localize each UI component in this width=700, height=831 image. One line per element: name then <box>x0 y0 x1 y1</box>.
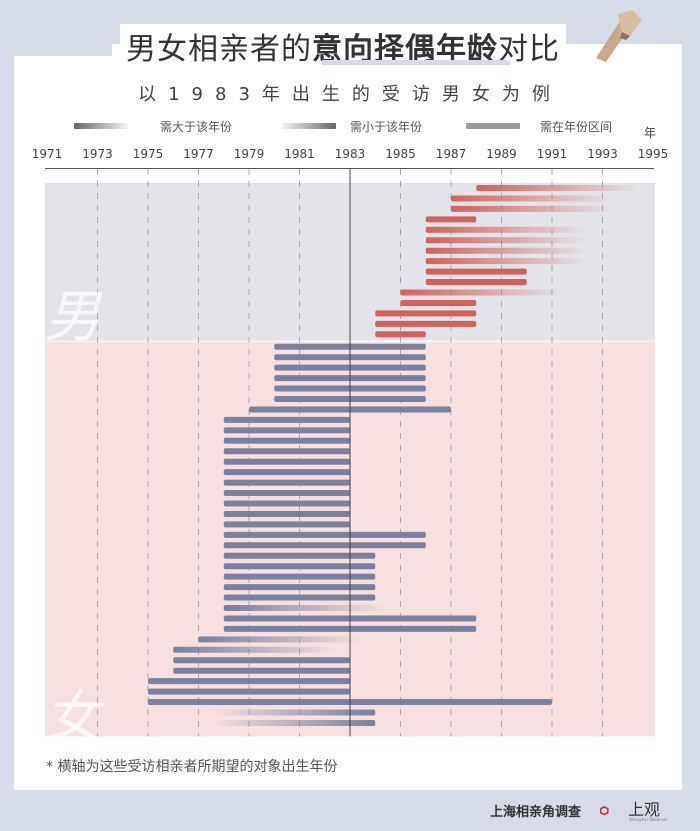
footnote: * 横轴为这些受访相亲者所期望的对象出生年份 <box>46 759 338 775</box>
female-bar <box>223 448 350 455</box>
male-bar <box>425 258 590 265</box>
female-bar <box>223 573 376 580</box>
female-bar <box>148 678 350 685</box>
legend-swatch-greater <box>74 123 128 129</box>
x-tick-label: 1979 <box>233 147 265 161</box>
x-tick-label: 1983 <box>334 147 366 161</box>
axis-unit-label: 年 <box>644 126 657 140</box>
x-tick-label: 1995 <box>637 147 669 161</box>
legend-swatch-range <box>466 123 520 129</box>
legend-label-greater: 需大于该年份 <box>160 120 233 134</box>
x-tick-label: 1973 <box>82 147 113 161</box>
title-decoration-bar <box>14 44 112 56</box>
x-tick-label: 1993 <box>587 147 618 161</box>
logo-subtext: Shanghai Observer <box>629 817 668 822</box>
x-tick-label: 1977 <box>183 147 214 161</box>
female-bar <box>223 584 376 591</box>
male-bar <box>375 320 477 327</box>
male-bar <box>425 237 590 244</box>
female-bar <box>223 490 350 497</box>
clothespin-icon <box>596 10 642 62</box>
female-bar <box>173 657 350 664</box>
shanghai-observer-logo-icon <box>600 805 609 816</box>
chart-subtitle: 以1983年出生的受访男女为例 <box>138 84 562 105</box>
female-bar <box>223 500 350 507</box>
x-axis-line <box>45 168 654 169</box>
female-bar <box>198 636 363 643</box>
female-bar <box>223 427 350 434</box>
male-bar <box>400 299 477 306</box>
male-bar <box>425 226 590 233</box>
x-tick-label: 1987 <box>435 147 467 161</box>
male-watermark: 男 <box>44 285 100 350</box>
female-bar <box>223 563 376 570</box>
x-tick-label: 1991 <box>536 147 568 161</box>
male-bar <box>375 310 477 317</box>
female-bar <box>173 646 338 653</box>
source-label: 上海相亲角调查 <box>490 805 582 820</box>
male-bar <box>400 289 565 296</box>
male-bar <box>425 247 590 254</box>
female-bar <box>223 469 350 476</box>
x-tick-label: 1985 <box>385 147 416 161</box>
male-bar <box>425 268 527 275</box>
x-tick-label: 1981 <box>284 147 315 161</box>
male-bar <box>425 279 527 286</box>
female-bar <box>223 437 350 444</box>
title-plain: 男女相亲者的 <box>126 32 312 67</box>
male-bar <box>425 216 477 223</box>
female-bar <box>223 458 350 465</box>
female-watermark: 女 <box>44 685 100 750</box>
male-bar <box>375 331 426 338</box>
male-bar <box>476 185 641 191</box>
legend-swatch-less <box>282 123 336 129</box>
legend-label-less: 需小于该年份 <box>350 120 423 134</box>
female-bar <box>223 594 376 601</box>
title-underline <box>322 60 510 65</box>
logo-text: 上观 <box>628 800 661 819</box>
legend: 需大于该年份 需小于该年份 需在年份区间 <box>0 118 700 134</box>
male-bar <box>451 195 616 202</box>
female-bar <box>223 605 388 611</box>
female-bar <box>211 719 376 726</box>
female-bar <box>223 552 376 559</box>
x-tick-label: 1975 <box>132 147 164 161</box>
female-bar <box>173 667 350 674</box>
female-bar <box>223 521 350 528</box>
female-bar <box>223 479 350 486</box>
x-tick-label: 1989 <box>486 147 517 161</box>
x-axis-ticks: 1971 1973 1975 1977 1979 1981 1983 1985 1987 1989… <box>0 147 700 163</box>
female-bar <box>148 688 350 695</box>
female-bar <box>223 542 426 549</box>
legend-label-range: 需在年份区间 <box>540 120 613 134</box>
female-bar <box>223 510 350 517</box>
female-bar <box>223 531 426 538</box>
male-bar <box>451 205 616 212</box>
female-bar <box>223 416 350 423</box>
x-tick-label: 1971 <box>31 147 63 161</box>
female-bar <box>211 709 376 716</box>
